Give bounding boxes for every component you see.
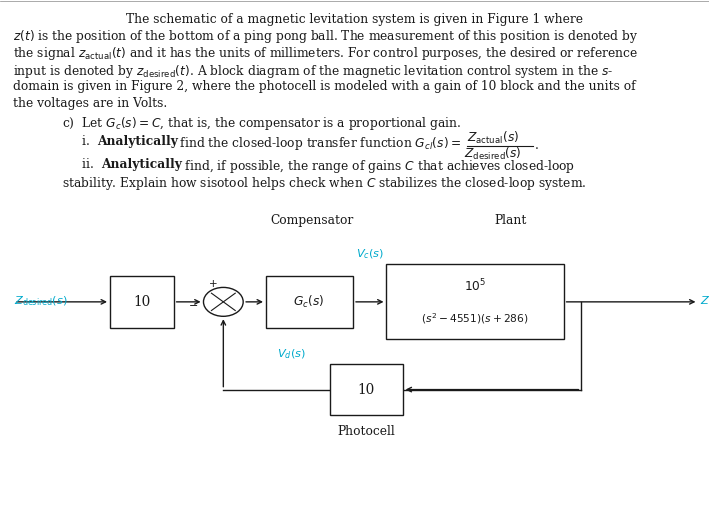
Text: Compensator: Compensator [270, 214, 354, 227]
Text: $Z_{\mathrm{actual}}(s)$: $Z_{\mathrm{actual}}(s)$ [700, 294, 709, 308]
Text: −: − [189, 301, 199, 311]
Circle shape [203, 287, 243, 316]
Text: Analytically: Analytically [97, 135, 178, 148]
Text: $V_c(s)$: $V_c(s)$ [356, 247, 384, 261]
Text: 10: 10 [357, 382, 374, 397]
Bar [330, 364, 403, 415]
Text: input is denoted by $z_{\mathrm{desired}}(t)$. A block diagram of the magnetic l: input is denoted by $z_{\mathrm{desired}… [13, 63, 613, 80]
Text: $10^5$: $10^5$ [464, 278, 486, 295]
Bar [110, 276, 174, 328]
Text: stability. Explain how sisotool helps check when $C$ stabilizes the closed-loop : stability. Explain how sisotool helps ch… [62, 175, 587, 192]
Text: the voltages are in Volts.: the voltages are in Volts. [13, 97, 167, 110]
Text: $z(t)$ is the position of the bottom of a ping pong ball. The measurement of thi: $z(t)$ is the position of the bottom of … [13, 28, 638, 45]
Text: domain is given in Figure 2, where the photocell is modeled with a gain of 10 bl: domain is given in Figure 2, where the p… [13, 80, 635, 93]
Text: i.: i. [82, 135, 97, 148]
Bar [386, 265, 564, 340]
Text: c)  Let $G_c(s)=C$, that is, the compensator is a proportional gain.: c) Let $G_c(s)=C$, that is, the compensa… [62, 115, 462, 132]
Text: +: + [209, 279, 218, 289]
Text: .: . [535, 139, 538, 152]
Text: The schematic of a magnetic levitation system is given in Figure 1 where: The schematic of a magnetic levitation s… [126, 13, 583, 26]
Text: find, if possible, the range of gains $C$ that achieves closed-loop: find, if possible, the range of gains $C… [181, 158, 575, 175]
Text: $Z_{\mathrm{desired}}(s)$: $Z_{\mathrm{desired}}(s)$ [14, 294, 68, 308]
Text: Photocell: Photocell [337, 425, 395, 438]
Text: the signal $z_{\mathrm{actual}}(t)$ and it has the units of millimeters. For con: the signal $z_{\mathrm{actual}}(t)$ and … [13, 45, 638, 62]
Text: $(s^2-4551)(s+286)$: $(s^2-4551)(s+286)$ [421, 311, 529, 326]
Text: Analytically: Analytically [101, 158, 182, 171]
Text: Plant: Plant [494, 214, 527, 227]
Text: $Z_{\mathrm{actual}}(s)$: $Z_{\mathrm{actual}}(s)$ [467, 130, 519, 146]
Text: 10: 10 [133, 295, 150, 309]
Text: $Z_{\mathrm{desired}}(s)$: $Z_{\mathrm{desired}}(s)$ [464, 146, 522, 162]
Text: ii.: ii. [82, 158, 101, 171]
Text: $G_c(s)$: $G_c(s)$ [294, 294, 325, 310]
Text: find the closed-loop transfer function $G_{cl}(s)=$: find the closed-loop transfer function $… [176, 135, 461, 152]
Text: $V_d(s)$: $V_d(s)$ [277, 348, 306, 361]
Bar [266, 276, 353, 328]
